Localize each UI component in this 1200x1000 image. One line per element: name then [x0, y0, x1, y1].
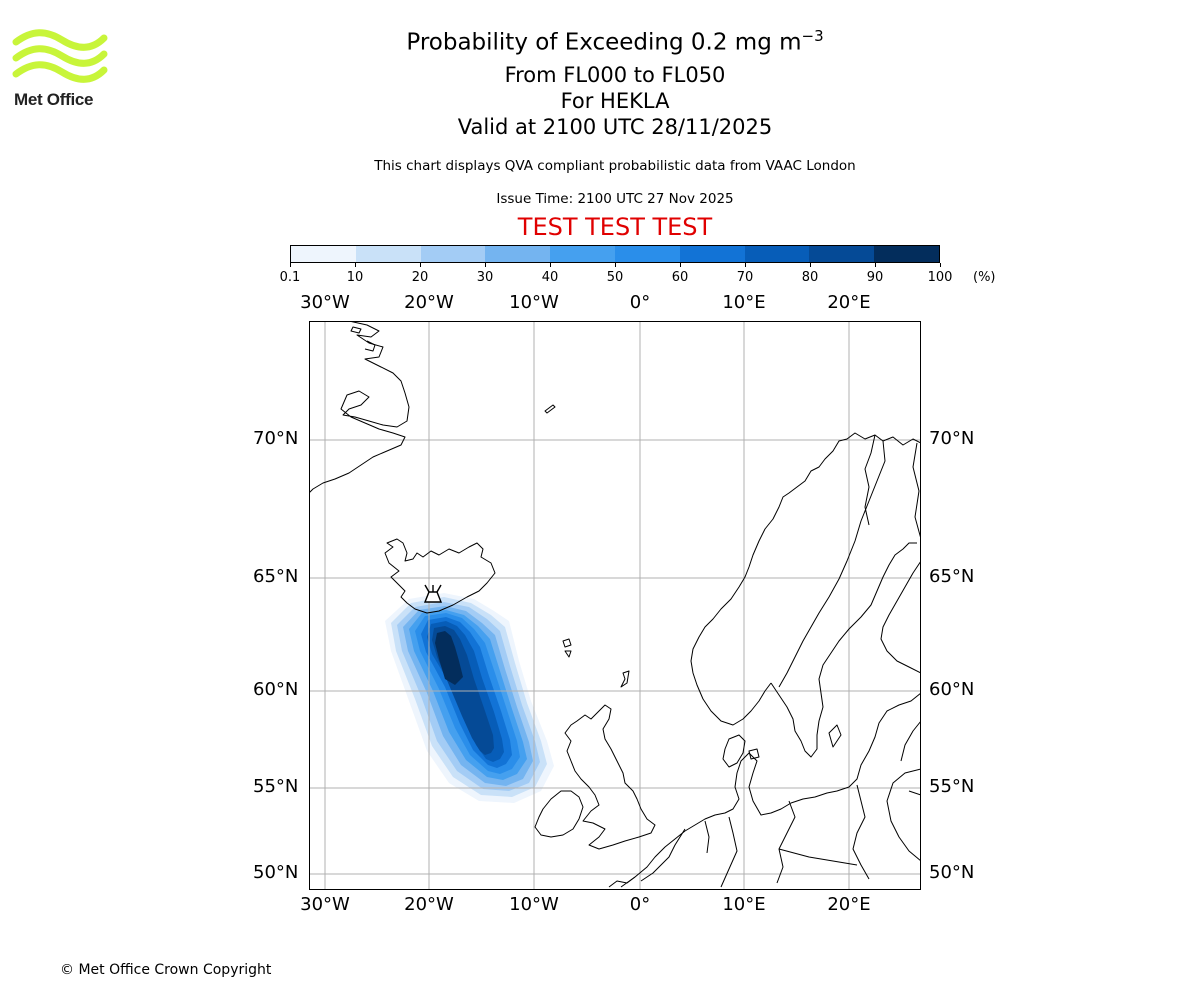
valid-time: Valid at 2100 UTC 28/11/2025	[457, 115, 773, 139]
border-central-europe	[704, 720, 921, 888]
graticule	[309, 321, 921, 890]
colorbar-segment	[355, 246, 421, 262]
border-sweden-finland	[864, 434, 876, 526]
lon-label-top-30w: 30°W	[300, 292, 350, 313]
colorbar-tick-label: 100	[927, 270, 953, 285]
coast-baltic	[620, 692, 921, 888]
colorbar-tick-mark	[549, 263, 551, 267]
coast-greenland	[309, 321, 410, 494]
coast-norway	[690, 432, 921, 726]
test-banner: TEST TEST TEST	[517, 213, 713, 241]
coast-great-britain	[564, 704, 656, 850]
coast-iceland	[384, 538, 496, 614]
colorbar-segment	[550, 246, 615, 262]
ash-plume	[385, 593, 554, 803]
chart-title: Probability of Exceeding 0.2 mg m−3	[0, 27, 1200, 56]
colorbar-tick-mark	[614, 263, 616, 267]
coast-benelux	[640, 828, 686, 882]
met-office-logo: Met Office	[12, 28, 112, 114]
colorbar-segment	[485, 246, 551, 262]
coast-greenland-island	[350, 326, 362, 334]
border-finland-russia	[912, 442, 921, 540]
lon-label-bottom-0: 0°	[629, 894, 651, 915]
colorbar-tick-label: 40	[541, 270, 559, 285]
colorbar-tick-label: 80	[801, 270, 819, 285]
colorbar-tick-label: 10	[346, 270, 364, 285]
colorbar-tick-label: 20	[411, 270, 429, 285]
lat-label-left-50n: 50°N	[253, 862, 299, 883]
colorbar-segment	[420, 246, 486, 262]
lat-label-left-65n: 65°N	[253, 566, 299, 587]
lon-label-bottom-20w: 20°W	[404, 894, 454, 915]
colorbar	[290, 245, 940, 263]
lon-label-top-10e: 10°E	[722, 292, 766, 313]
colorbar-segment	[291, 246, 356, 262]
colorbar-tick-label: 70	[736, 270, 754, 285]
logo-text: Met Office	[14, 90, 94, 109]
lat-label-left-60n: 60°N	[253, 679, 299, 700]
lat-label-right-55n: 55°N	[929, 776, 975, 797]
copyright-notice: © Met Office Crown Copyright	[60, 962, 272, 978]
colorbar-tick-label: 60	[671, 270, 689, 285]
colorbar-tick-mark	[484, 263, 486, 267]
lat-label-left-55n: 55°N	[253, 776, 299, 797]
met-office-waves-icon	[12, 29, 108, 83]
lon-label-bottom-10e: 10°E	[722, 894, 766, 915]
coast-jan-mayen	[544, 404, 556, 414]
chart-note: This chart displays QVA compliant probab…	[374, 158, 856, 174]
colorbar-segment	[874, 246, 939, 262]
coast-ireland	[534, 790, 584, 838]
lat-label-left-70n: 70°N	[253, 428, 299, 449]
colorbar-tick-mark	[354, 263, 356, 267]
colorbar-segment	[614, 246, 680, 262]
lon-label-bottom-30w: 30°W	[300, 894, 350, 915]
coast-faroes	[562, 638, 572, 658]
lon-label-top-10w: 10°W	[509, 292, 559, 313]
colorbar-tick-mark	[289, 263, 291, 267]
coast-shetland	[620, 670, 630, 688]
border-germany-poland	[852, 784, 870, 880]
title-superscript: −3	[801, 27, 824, 45]
lat-label-right-60n: 60°N	[929, 679, 975, 700]
coast-greenland-inlet	[364, 340, 376, 352]
map-frame	[309, 321, 921, 890]
lon-label-bottom-10w: 10°W	[509, 894, 559, 915]
lon-label-bottom-20e: 20°E	[827, 894, 871, 915]
colorbar-segment	[679, 246, 745, 262]
plume-band-9	[435, 631, 463, 685]
lat-label-right-65n: 65°N	[929, 566, 975, 587]
lon-label-top-20e: 20°E	[827, 292, 871, 313]
colorbar-tick-mark	[809, 263, 811, 267]
title-main: Probability of Exceeding 0.2 mg m	[406, 29, 802, 56]
lat-label-right-70n: 70°N	[929, 428, 975, 449]
colorbar-tick-label: 30	[476, 270, 494, 285]
lat-label-right-50n: 50°N	[929, 862, 975, 883]
colorbar-tick-label: 0.1	[279, 270, 301, 285]
coast-sweden	[770, 542, 917, 758]
coast-finland	[880, 560, 921, 674]
coast-denmark-islands	[748, 724, 842, 760]
volcano-name: For HEKLA	[560, 89, 670, 113]
lon-label-top-20w: 20°W	[404, 292, 454, 313]
colorbar-tick-label: 90	[866, 270, 884, 285]
colorbar-segment	[744, 246, 810, 262]
colorbar-tick-mark	[874, 263, 876, 267]
coastlines	[309, 321, 921, 888]
colorbar-tick-mark	[939, 263, 941, 267]
lon-label-top-0: 0°	[629, 292, 651, 313]
map-plot	[309, 321, 921, 890]
colorbar-tick-mark	[744, 263, 746, 267]
colorbar-tick-mark	[679, 263, 681, 267]
coast-denmark	[722, 734, 746, 768]
colorbar-tick-mark	[419, 263, 421, 267]
issue-time: Issue Time: 2100 UTC 27 Nov 2025	[496, 191, 734, 207]
colorbar-tick-label: 50	[606, 270, 624, 285]
colorbar-segment	[809, 246, 875, 262]
colorbar-unit: (%)	[973, 270, 996, 285]
level-range: From FL000 to FL050	[504, 63, 726, 87]
border-norway-sweden	[778, 440, 886, 688]
coast-channel	[608, 876, 636, 888]
volcano-icon	[423, 584, 443, 603]
